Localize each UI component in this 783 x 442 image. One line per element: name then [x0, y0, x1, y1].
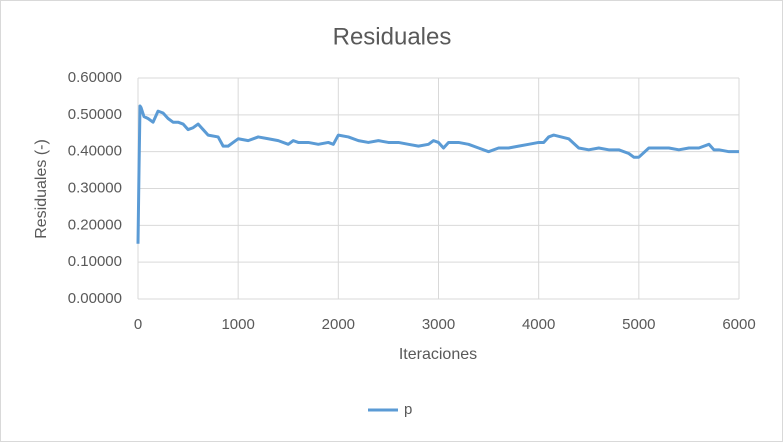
y-tick-label: 0.10000: [68, 253, 122, 270]
y-tick-label: 0.50000: [68, 106, 122, 123]
y-tick-label: 0.40000: [68, 143, 122, 160]
x-tick-label: 2000: [322, 316, 355, 333]
y-tick-label: 0.20000: [68, 216, 122, 233]
x-tick-label: 0: [134, 316, 142, 333]
y-tick-label: 0.30000: [68, 179, 122, 196]
data-line: [136, 104, 739, 244]
x-axis-title: Iteraciones: [399, 346, 477, 363]
y-tick-label: 0.60000: [68, 69, 122, 86]
x-tick-label: 5000: [622, 316, 655, 333]
x-tick-label: 1000: [221, 316, 254, 333]
x-tick-label: 3000: [422, 316, 455, 333]
legend-label: p: [404, 401, 412, 418]
chart-title: Residuales: [333, 23, 452, 50]
y-axis-title: Residuales (-): [33, 139, 50, 239]
x-tick-label: 4000: [522, 316, 555, 333]
x-tick-label: 6000: [722, 316, 755, 333]
y-tick-label: 0.00000: [68, 290, 122, 307]
